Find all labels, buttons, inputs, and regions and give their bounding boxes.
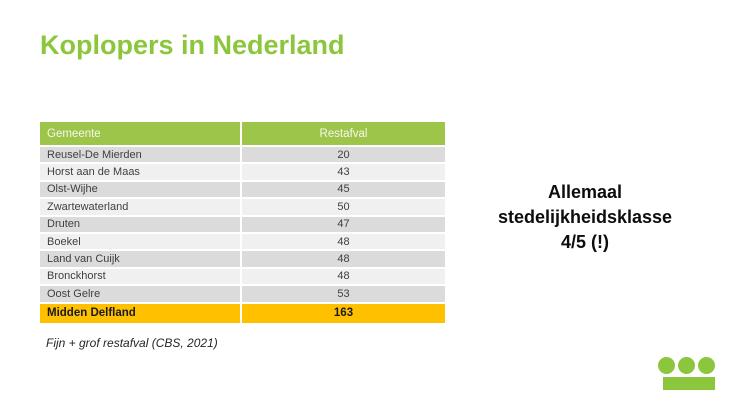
cell-restafval: 48	[242, 233, 445, 252]
cell-gemeente: Zwartewaterland	[40, 199, 242, 217]
cell-gemeente: Land van Cuijk	[40, 251, 242, 269]
logo-dot-icon	[678, 357, 695, 374]
cell-gemeente: Reusel-De Mierden	[40, 147, 242, 165]
annotation-text: Allemaal stedelijkheidsklasse 4/5 (!)	[455, 180, 715, 255]
annotation-line: stedelijkheidsklasse	[497, 207, 673, 227]
brand-logo-icon	[658, 357, 716, 391]
cell-restafval: 47	[242, 216, 445, 234]
table-row: Zwartewaterland 50	[40, 199, 445, 217]
logo-bar-icon	[663, 377, 715, 390]
cell-restafval: 50	[242, 199, 445, 217]
annotation-line: 4/5 (!)	[560, 232, 609, 252]
cell-gemeente: Boekel	[40, 233, 242, 252]
cell-restafval: 163	[242, 303, 445, 323]
cell-gemeente: Oost Gelre	[40, 286, 242, 304]
table-row: Bronckhorst 48	[40, 268, 445, 287]
cell-restafval: 48	[242, 251, 445, 269]
annotation-line: Allemaal	[547, 182, 623, 202]
cell-restafval: 45	[242, 181, 445, 200]
cell-gemeente: Druten	[40, 216, 242, 234]
table-row: Horst aan de Maas 43	[40, 164, 445, 182]
table-row: Oost Gelre 53	[40, 286, 445, 304]
cell-gemeente: Olst-Wijhe	[40, 181, 242, 200]
column-header-restafval: Restafval	[242, 122, 445, 147]
table-row: Reusel-De Mierden 20	[40, 147, 445, 165]
cell-restafval: 43	[242, 164, 445, 182]
table-row: Olst-Wijhe 45	[40, 181, 445, 200]
table-header-row: Gemeente Restafval	[40, 122, 445, 147]
logo-dot-icon	[698, 357, 715, 374]
cell-gemeente: Bronckhorst	[40, 268, 242, 287]
cell-gemeente: Horst aan de Maas	[40, 164, 242, 182]
cell-restafval: 48	[242, 268, 445, 287]
table-row: Druten 47	[40, 216, 445, 234]
table-row: Land van Cuijk 48	[40, 251, 445, 269]
column-header-gemeente: Gemeente	[40, 122, 242, 147]
cell-restafval: 53	[242, 286, 445, 304]
page-title: Koplopers in Nederland	[40, 30, 345, 60]
table-row: Boekel 48	[40, 233, 445, 252]
cell-restafval: 20	[242, 147, 445, 165]
logo-dot-icon	[658, 357, 675, 374]
cell-gemeente: Midden Delfland	[40, 303, 242, 323]
restafval-table: Gemeente Restafval Reusel-De Mierden 20 …	[40, 122, 445, 323]
table-row-highlighted: Midden Delfland 163	[40, 303, 445, 323]
source-caption: Fijn + grof restafval (CBS, 2021)	[46, 336, 218, 350]
